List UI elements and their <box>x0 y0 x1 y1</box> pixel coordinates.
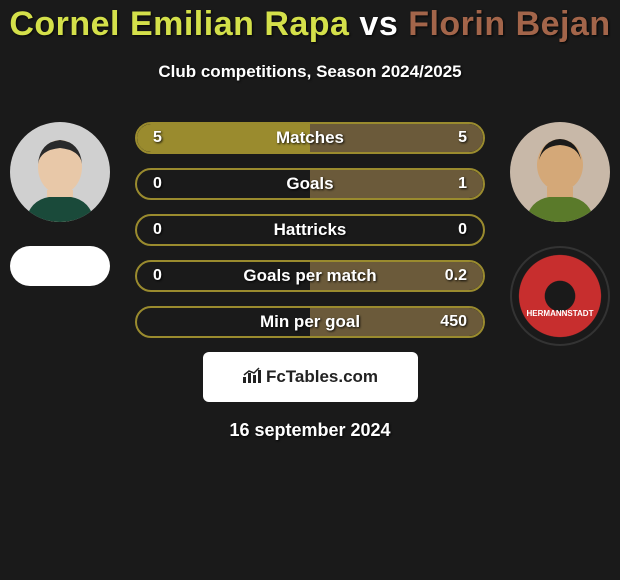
stat-label: Goals per match <box>243 266 376 286</box>
stat-bar: 0 Hattricks 0 <box>135 214 485 246</box>
player2-head-icon <box>525 132 595 222</box>
stat-label: Goals <box>286 174 333 194</box>
comparison-area: HERMANNSTADT 5Matches50Goals10Hattricks0… <box>0 122 620 338</box>
stats-bars: 5 Matches 5 0 Goals 1 0 Hattricks 0 0 Goals per ma… <box>135 122 485 338</box>
stat-bar: Min per goal 450 <box>135 306 485 338</box>
stat-label: Matches <box>276 128 344 148</box>
branding-box: FcTables.com <box>203 352 418 402</box>
stat-right-value: 5 <box>437 129 467 147</box>
player1-head-icon <box>25 132 95 222</box>
player2-avatar <box>510 122 610 222</box>
stat-bar: 0 Goals 1 <box>135 168 485 200</box>
subtitle: Club competitions, Season 2024/2025 <box>0 62 620 82</box>
stat-right-value: 0.2 <box>437 267 467 285</box>
player2-name: Florin Bejan <box>408 5 610 43</box>
player1-avatar <box>10 122 110 222</box>
stat-right-value: 450 <box>437 313 467 331</box>
stat-bar: 5 Matches 5 <box>135 122 485 154</box>
stat-label: Hattricks <box>274 220 347 240</box>
comparison-title: Cornel Emilian Rapa vs Florin Bejan <box>0 5 620 44</box>
vs-text: vs <box>359 5 398 43</box>
stat-left-value: 0 <box>153 267 183 285</box>
stat-left-value: 5 <box>153 129 183 147</box>
stat-right-value: 0 <box>437 221 467 239</box>
chart-icon <box>242 367 262 388</box>
stat-bar: 0 Goals per match 0.2 <box>135 260 485 292</box>
stat-right-value: 1 <box>437 175 467 193</box>
player1-club-badge <box>10 246 110 286</box>
stat-label: Min per goal <box>260 312 360 332</box>
player1-name: Cornel Emilian Rapa <box>9 5 349 43</box>
player2-club-badge: HERMANNSTADT <box>510 246 610 346</box>
branding-label: FcTables.com <box>266 367 378 387</box>
stat-left-value: 0 <box>153 175 183 193</box>
date-text: 16 september 2024 <box>0 420 620 441</box>
club-badge-label: HERMANNSTADT <box>512 309 608 318</box>
stat-left-value: 0 <box>153 221 183 239</box>
